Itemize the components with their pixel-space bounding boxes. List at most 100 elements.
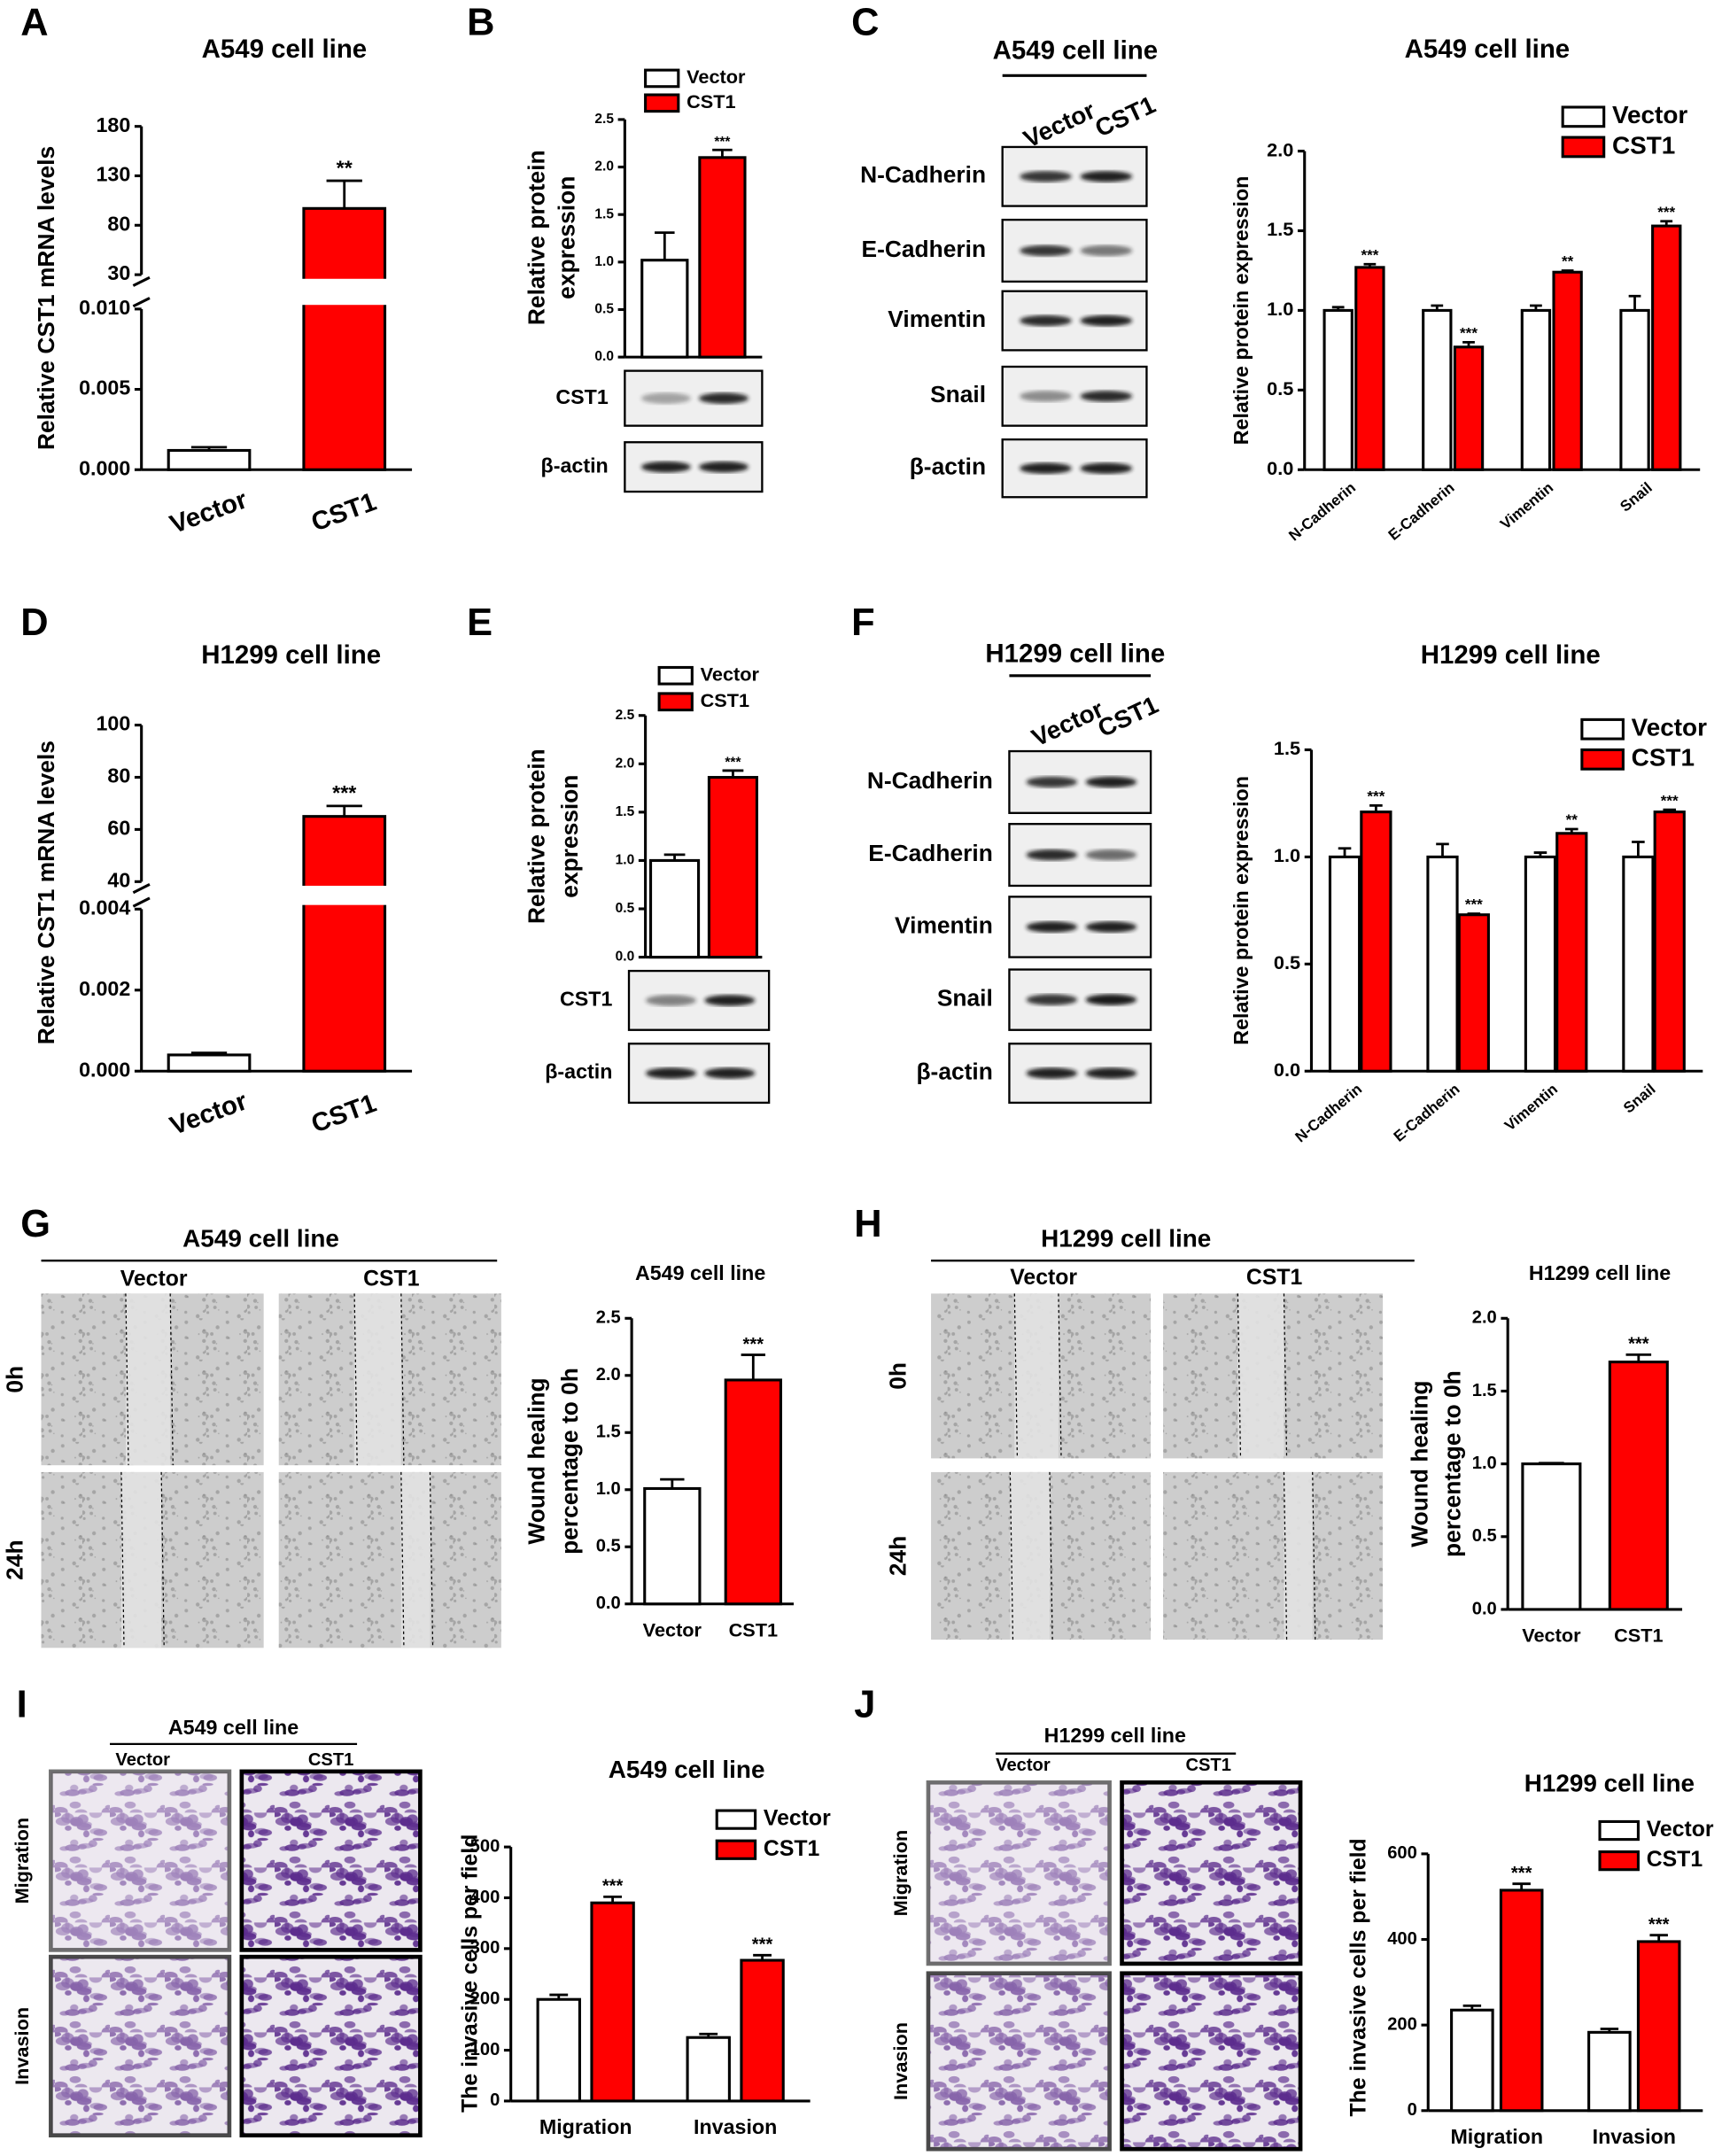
bar	[1555, 832, 1588, 1073]
wound-edge	[1049, 1471, 1053, 1640]
legend-label: CST1	[1647, 1848, 1703, 1872]
chart-title: A549 cell line	[202, 35, 368, 64]
legend-swatch	[1598, 1819, 1640, 1842]
x-tick-label: Vector	[643, 1618, 702, 1640]
wound-edge	[400, 1471, 405, 1648]
blot-band	[1085, 849, 1137, 861]
bar	[1524, 855, 1557, 1073]
significance: ***	[1648, 1915, 1670, 1935]
y-tick-label: 100	[96, 712, 130, 735]
bar	[1636, 1940, 1681, 2113]
bar	[1622, 855, 1655, 1073]
bar	[1653, 810, 1686, 1073]
x-tick-label: E-Cadherin	[1385, 479, 1458, 544]
lane-label: Vector	[1020, 97, 1100, 153]
row-label: Migration	[11, 1818, 33, 1904]
blot-header: H1299 cell line	[985, 639, 1165, 668]
legend-swatch	[1561, 105, 1606, 128]
row-label: Migration	[889, 1830, 911, 1917]
y-tick-label: 400	[470, 1888, 500, 1907]
row-label: 0h	[884, 1362, 911, 1390]
row-label: 0h	[2, 1366, 28, 1393]
legend-swatch	[1580, 717, 1625, 741]
bar	[686, 2036, 731, 2103]
column-label: Vector	[1010, 1266, 1077, 1290]
y-tick-label: 0.5	[1274, 951, 1300, 973]
y-tick-label: 1.0	[1267, 298, 1293, 320]
error-bar	[655, 231, 675, 260]
legend-label: CST1	[1632, 744, 1695, 772]
bar	[1453, 345, 1485, 471]
y-tick-label: 200	[470, 1989, 500, 2009]
row-label: Invasion	[889, 2022, 911, 2100]
error-bar	[1462, 2005, 1482, 2011]
bar	[590, 1901, 635, 2103]
y-axis-label: Relative protein	[524, 150, 550, 325]
wound-edge	[1237, 1293, 1242, 1459]
bar	[1323, 308, 1354, 471]
bar	[1608, 1361, 1669, 1611]
chart-title: A549 cell line	[1405, 35, 1571, 64]
panel-letter: F	[851, 601, 875, 644]
significance: **	[1562, 253, 1574, 270]
error-bar	[326, 179, 362, 209]
significance: ***	[602, 1877, 624, 1896]
y-tick-label: 0.0	[1267, 457, 1293, 479]
panel-letter: A	[20, 1, 48, 43]
wound-edge	[1312, 1471, 1316, 1640]
panel-letter: D	[20, 601, 48, 644]
error-bar	[1512, 1882, 1531, 1890]
error-bar	[326, 804, 362, 817]
error-bar	[1363, 262, 1377, 268]
blot-band	[1026, 921, 1078, 933]
significance: **	[337, 156, 353, 179]
legend-label: Vector	[1647, 1818, 1714, 1842]
y-tick-label: 0	[490, 2090, 500, 2110]
y-axis-label: Relative CST1 mRNA levels	[33, 146, 59, 450]
error-bar	[1533, 851, 1547, 857]
bar	[643, 1486, 702, 1606]
x-tick-label: CST1	[307, 487, 380, 538]
legend-swatch	[657, 665, 694, 686]
significance: ***	[1657, 204, 1675, 221]
y-tick-label: 0.0	[1472, 1599, 1497, 1618]
bar	[302, 815, 387, 1073]
wound-edge	[353, 1293, 358, 1466]
row-label: 24h	[2, 1539, 28, 1579]
y-tick-label: 400	[1387, 1929, 1417, 1949]
blot-row-label: N-Cadherin	[867, 767, 993, 794]
error-bar	[1369, 803, 1383, 812]
error-bar	[663, 853, 686, 861]
wound-edge	[1058, 1293, 1062, 1459]
error-bar	[1436, 842, 1449, 857]
y-tick-label: 1.0	[1274, 844, 1300, 866]
significance: ***	[743, 1335, 764, 1354]
y-tick-label: 200	[1387, 2014, 1417, 2034]
bar	[536, 1997, 581, 2103]
bar	[1520, 308, 1552, 471]
significance: ***	[1661, 792, 1679, 809]
micrograph	[49, 1954, 232, 2138]
bar	[698, 156, 747, 359]
error-bar	[1564, 827, 1578, 834]
wound-gap	[400, 1471, 430, 1648]
y-tick-label: 100	[470, 2040, 500, 2059]
wound-edge	[1009, 1471, 1014, 1640]
micrograph	[926, 1971, 1112, 2152]
y-tick-label: 1.0	[596, 1479, 621, 1499]
legend-swatch	[1598, 1850, 1640, 1872]
blot-band	[1026, 994, 1078, 1005]
y-tick-label: 1.5	[1472, 1381, 1497, 1400]
legend-label: Vector	[1612, 101, 1687, 128]
bar	[740, 1958, 785, 2103]
x-tick-label: Invasion	[694, 2115, 777, 2138]
bar	[167, 448, 252, 471]
x-tick-label: E-Cadherin	[1391, 1081, 1463, 1145]
blot-row-label: β-actin	[541, 454, 609, 477]
significance: ***	[752, 1935, 773, 1955]
chart-title: H1299 cell line	[201, 640, 381, 670]
x-tick-label: CST1	[1614, 1625, 1663, 1647]
micrograph	[278, 1471, 501, 1648]
blot-band	[1026, 849, 1078, 861]
